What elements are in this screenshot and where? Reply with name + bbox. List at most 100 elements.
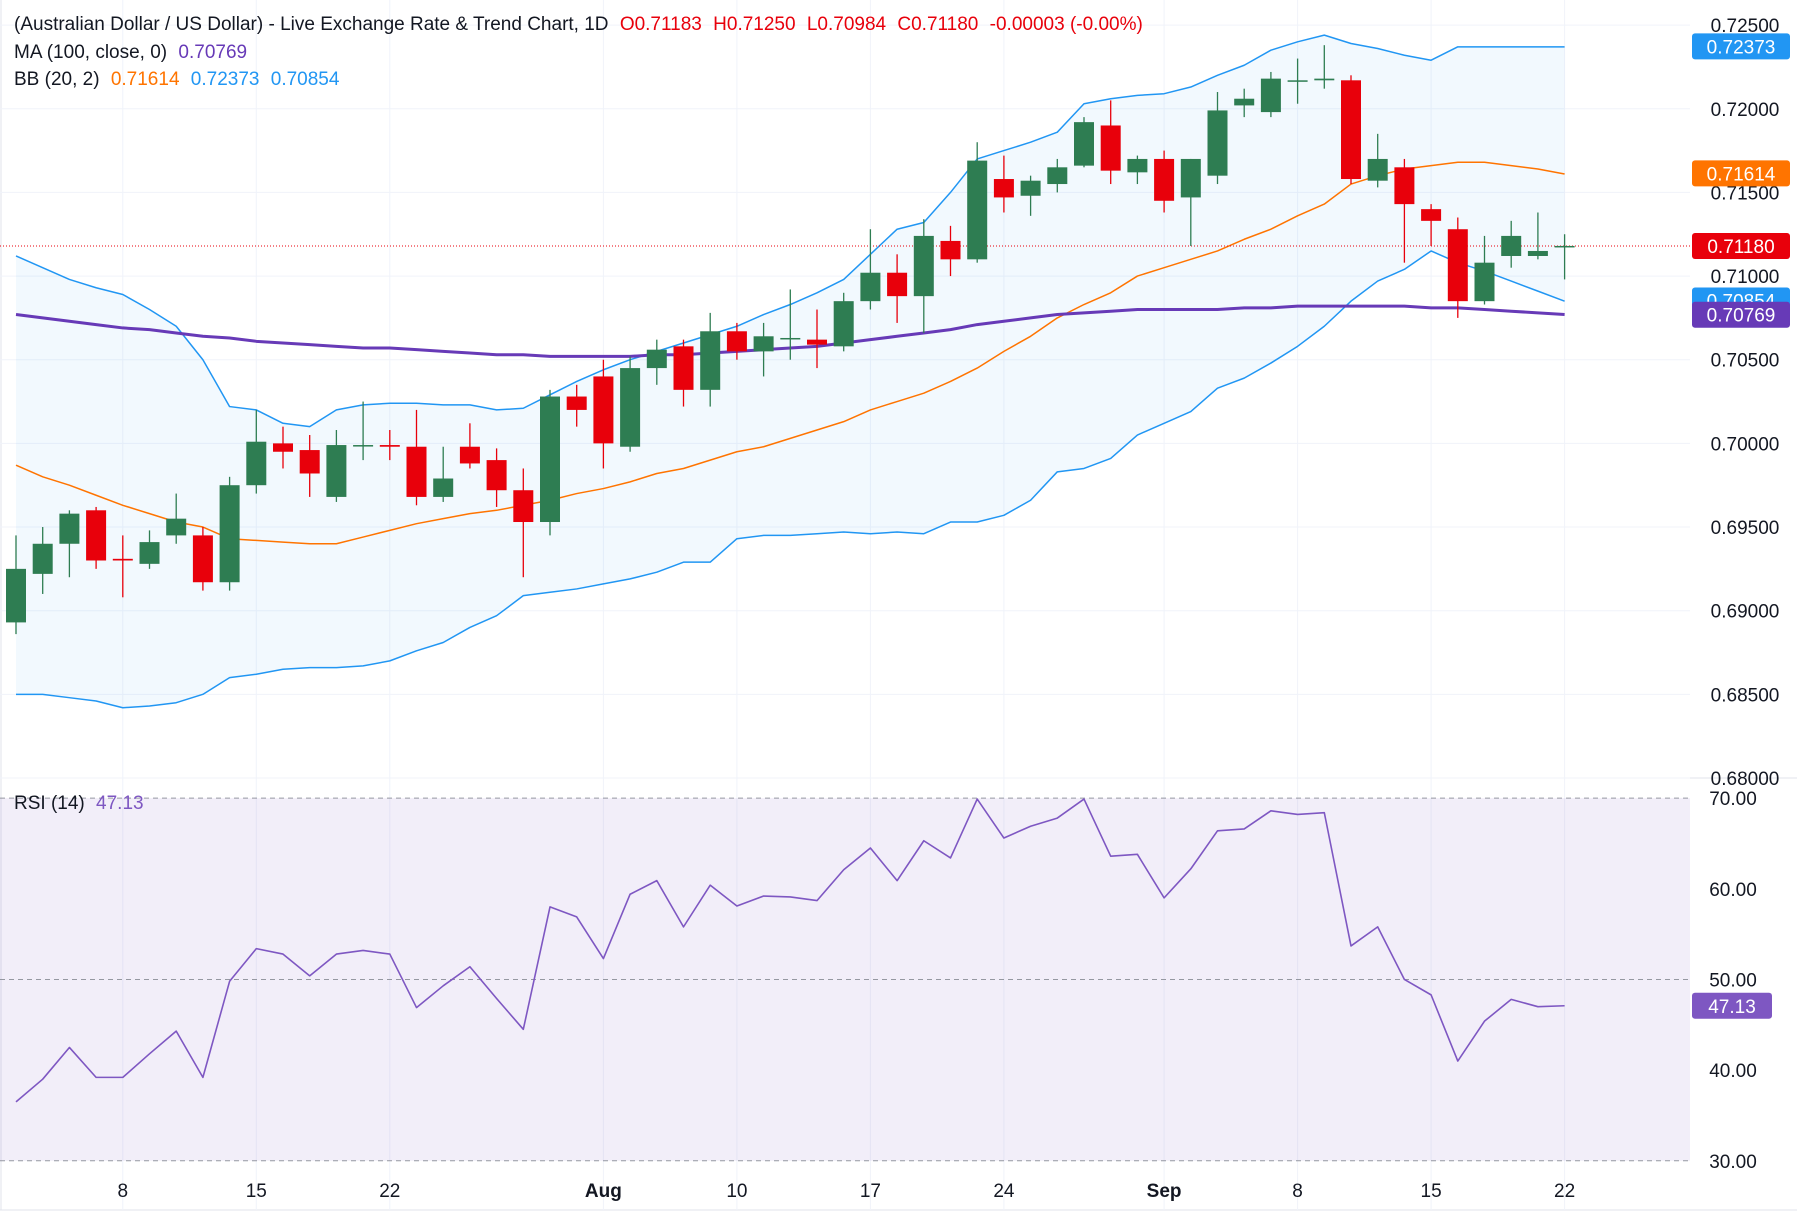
candle-down xyxy=(1341,80,1361,180)
candle-up xyxy=(59,513,80,544)
price-tick-label: 0.69000 xyxy=(1711,602,1780,623)
bb-mid-tag-box xyxy=(1692,160,1790,187)
candle-down xyxy=(1394,167,1415,205)
price-tick-label: 0.71500 xyxy=(1711,183,1780,204)
candle-down xyxy=(566,396,587,410)
candle-up xyxy=(1367,158,1388,181)
time-tick-label: 15 xyxy=(1421,1181,1442,1202)
candle-up xyxy=(1180,158,1201,198)
time-tick-label: 15 xyxy=(246,1181,267,1202)
candle-up xyxy=(860,272,881,302)
candle-up xyxy=(139,542,160,564)
candle-down xyxy=(406,446,427,497)
time-tick-label: 22 xyxy=(379,1181,400,1202)
candle-up xyxy=(646,349,667,369)
candle-up xyxy=(326,445,347,497)
candle-down xyxy=(1421,209,1442,221)
candle-up xyxy=(753,336,774,352)
candle-down xyxy=(940,240,961,260)
candle-up xyxy=(246,441,267,486)
candle-down xyxy=(1447,229,1468,302)
candle-up xyxy=(1047,167,1068,185)
bb-upper-tag-text: 0.72373 xyxy=(1707,37,1776,58)
candle-up xyxy=(833,301,854,347)
candle-down xyxy=(993,179,1014,198)
last-price-tag-box xyxy=(1692,232,1790,259)
candle-up xyxy=(540,396,560,523)
candle-up xyxy=(1260,78,1281,113)
candle-up xyxy=(700,331,721,390)
ma-value: 0.70769 xyxy=(178,42,248,63)
candlestick-series xyxy=(6,45,1575,635)
ma-tag-box xyxy=(1692,301,1790,328)
candle-up xyxy=(166,518,187,536)
bb-lower-line xyxy=(16,250,1565,709)
candle-up xyxy=(433,478,454,497)
rsi-tick-label: 40.00 xyxy=(1709,1061,1757,1082)
time-tick-label: 10 xyxy=(726,1181,747,1202)
candle-down xyxy=(593,376,614,444)
rsi-value-tag-text: 47.13 xyxy=(1708,997,1756,1018)
bb-mid-tag-text: 0.71614 xyxy=(1707,164,1776,185)
rsi-value-tag-box xyxy=(1692,992,1772,1019)
candle-up xyxy=(353,445,374,447)
candle-down xyxy=(273,443,293,452)
candle-down xyxy=(513,490,534,523)
candle-up xyxy=(1527,250,1548,256)
bollinger-band-area xyxy=(16,35,1565,708)
legend-ma: MA (100, close, 0) 0.70769 xyxy=(14,42,253,64)
candle-down xyxy=(379,445,400,447)
candle-up xyxy=(780,337,801,340)
time-tick-label: Aug xyxy=(585,1181,622,1202)
candle-down xyxy=(192,535,213,583)
last-price-tag-text: 0.71180 xyxy=(1707,237,1774,258)
legend-bb: BB (20, 2) 0.71614 0.72373 0.70854 xyxy=(14,69,345,91)
time-tick-label: 8 xyxy=(118,1181,129,1202)
candle-down xyxy=(1100,125,1121,171)
candle-up xyxy=(219,485,240,583)
candle-up xyxy=(32,543,53,574)
chart-title: (Australian Dollar / US Dollar) - Live E… xyxy=(14,14,609,35)
candle-up xyxy=(1501,235,1522,256)
rsi-panel xyxy=(0,797,1690,1162)
candle-up xyxy=(620,368,641,447)
candle-up xyxy=(1554,245,1575,248)
candle-up xyxy=(913,235,934,297)
candle-down xyxy=(887,272,908,297)
candle-down xyxy=(112,558,133,561)
ma-label: MA (100, close, 0) xyxy=(14,42,168,63)
time-tick-label: 17 xyxy=(860,1181,881,1202)
candle-down xyxy=(486,460,507,491)
bb-mid-line xyxy=(15,161,1565,545)
time-tick-label: 22 xyxy=(1554,1181,1575,1202)
price-tick-label: 0.69500 xyxy=(1711,518,1780,539)
candle-up xyxy=(1127,158,1148,173)
bollinger-band-fill xyxy=(16,35,1565,708)
axes: 0.72500 0.72000 0.71500 0.71000 0.70500 0.700… xyxy=(118,16,1780,1202)
candle-up xyxy=(6,568,26,623)
rsi-tick-label: 50.00 xyxy=(1709,970,1757,991)
candle-down xyxy=(299,450,320,474)
bb-upper-value: 0.72373 xyxy=(190,69,260,90)
rsi-line xyxy=(15,798,1565,1103)
price-tick-label: 0.72000 xyxy=(1711,100,1780,121)
price-tick-label: 0.71000 xyxy=(1711,267,1780,288)
price-tick-label: 0.72500 xyxy=(1711,16,1780,37)
candle-up xyxy=(1287,80,1308,82)
time-tick-label: Sep xyxy=(1147,1181,1182,1202)
time-tick-label: 24 xyxy=(993,1181,1015,1202)
candle-up xyxy=(1234,98,1255,106)
price-tick-label: 0.70500 xyxy=(1711,351,1780,372)
candle-up xyxy=(1074,122,1094,166)
candle-down xyxy=(1154,158,1175,201)
candle-down xyxy=(726,331,747,352)
bb-lower-value: 0.70854 xyxy=(270,69,340,90)
rsi-label: RSI (14) xyxy=(14,793,85,814)
change-value: -0.00003 (-0.00%) xyxy=(989,14,1143,35)
candle-up xyxy=(967,160,988,260)
price-tick-label: 0.68500 xyxy=(1711,685,1780,706)
price-tick-label: 0.68000 xyxy=(1711,769,1780,790)
